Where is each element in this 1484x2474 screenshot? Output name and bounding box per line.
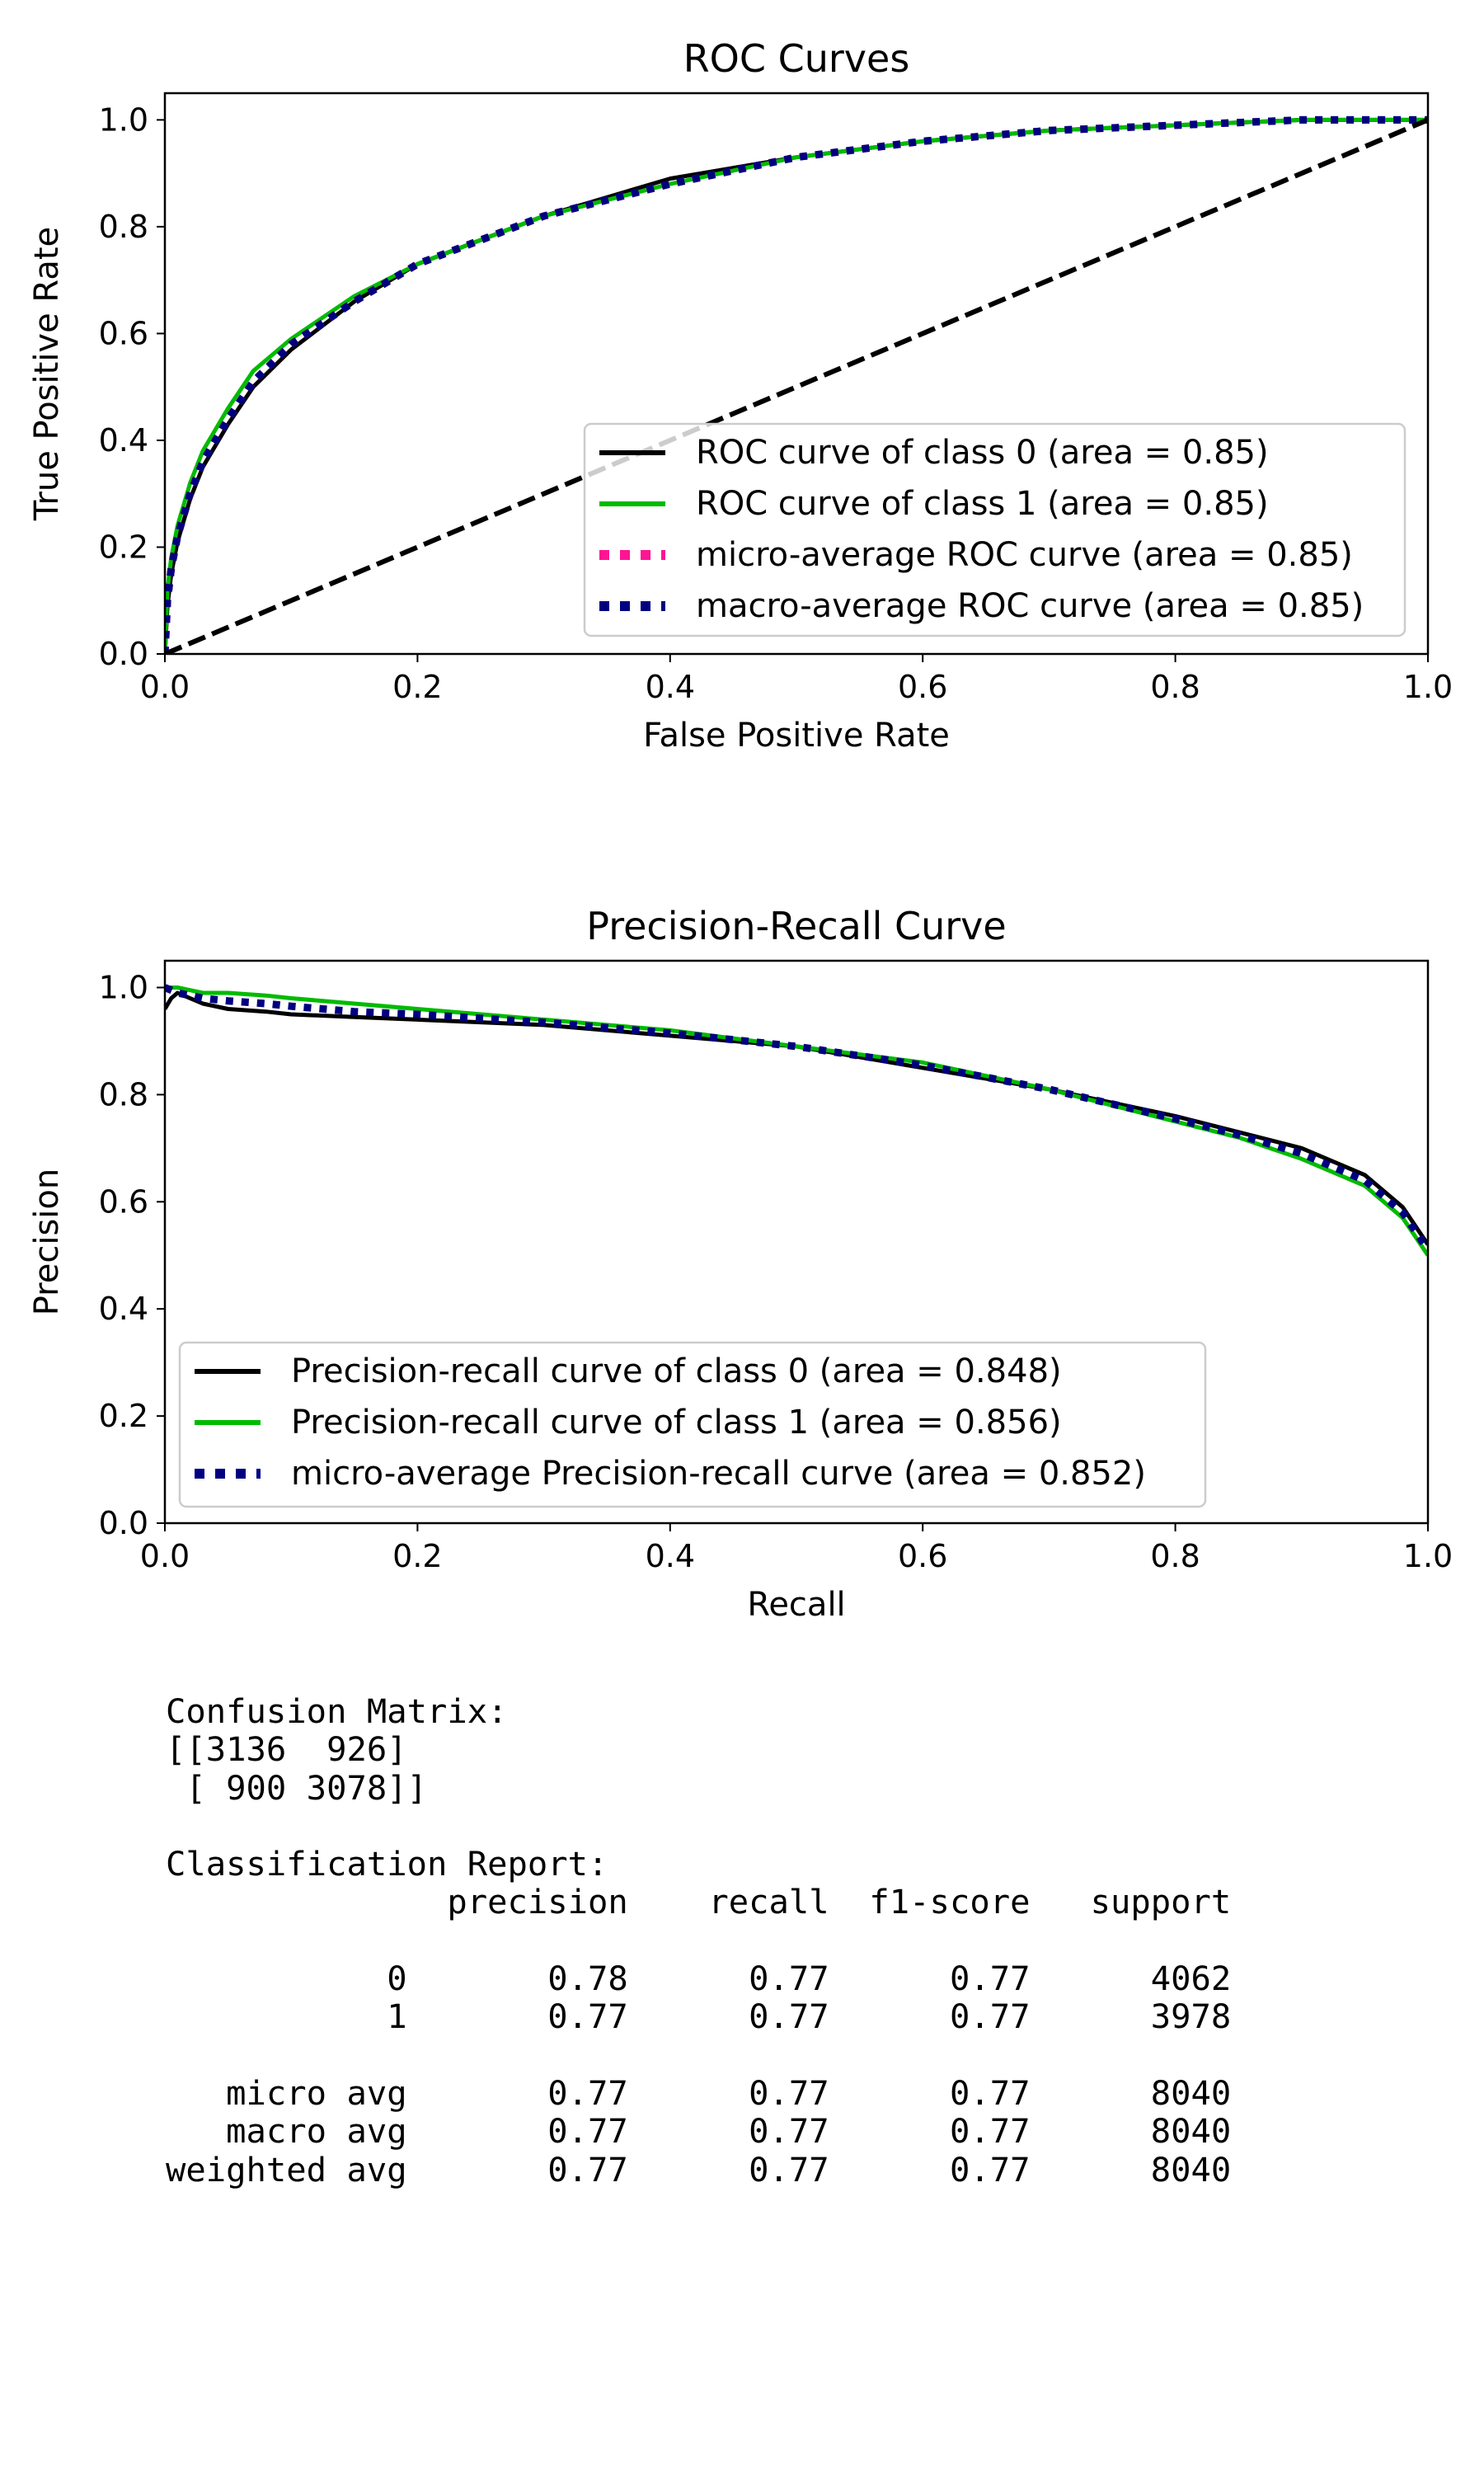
roc-legend-label-3: macro-average ROC curve (area = 0.85) <box>696 587 1364 625</box>
roc-x-tick-label: 0.0 <box>140 669 190 705</box>
pr-legend-box <box>178 1341 1207 1508</box>
pr-lines <box>165 984 1428 1257</box>
pr-x-tick-label: 0.0 <box>140 1538 190 1574</box>
roc-title: ROC Curves <box>683 36 910 81</box>
pr-series-line-1 <box>165 985 1428 1257</box>
roc-legend-label-1: ROC curve of class 1 (area = 0.85) <box>696 485 1269 523</box>
roc-y-axis-label: True Positive Rate <box>28 227 66 521</box>
pr-series-line-2 <box>165 984 1428 1253</box>
roc-y-tick-label: 0.4 <box>99 422 148 459</box>
pr-y-axis-label: Precision <box>28 1169 66 1315</box>
roc-y-tick-label: 0.0 <box>99 636 148 672</box>
roc-series-line-3 <box>165 115 1428 654</box>
classification-report: Confusion Matrix: [[3136 926] [ 900 3078… <box>166 1691 1232 2189</box>
roc-legend-label-0: ROC curve of class 0 (area = 0.85) <box>696 434 1269 472</box>
pr-y-tick-label: 1.0 <box>99 969 148 1005</box>
roc-y-tick-label: 0.2 <box>99 529 148 565</box>
pr-x-tick-label: 0.2 <box>392 1538 442 1574</box>
pr-x-tick-label: 1.0 <box>1403 1538 1453 1574</box>
roc-lines <box>165 115 1428 654</box>
roc-legend-box <box>583 422 1407 637</box>
pr-y-tick-label: 0.8 <box>99 1076 148 1112</box>
pr-x-axis-label: Recall <box>747 1586 845 1624</box>
pr-y-tick-label: 0.4 <box>99 1291 148 1327</box>
roc-legend: ROC curve of class 0 (area = 0.85) ROC cu… <box>583 422 1407 637</box>
roc-x-tick-label: 0.8 <box>1150 669 1200 705</box>
pr-x-tick-label: 0.4 <box>646 1538 695 1574</box>
pr-y-tick-label: 0.2 <box>99 1398 148 1434</box>
pr-x-tick-label: 0.8 <box>1150 1538 1200 1574</box>
roc-x-tick-label: 0.2 <box>392 669 442 705</box>
roc-axes-frame <box>163 92 1430 656</box>
roc-legend-label-2: micro-average ROC curve (area = 0.85) <box>696 536 1353 574</box>
roc-x-tick-label: 0.4 <box>646 669 695 705</box>
pr-x-tick-label: 0.6 <box>898 1538 947 1574</box>
pr-y-tick-label: 0.0 <box>99 1505 148 1541</box>
pr-title: Precision-Recall Curve <box>586 904 1006 948</box>
roc-chart: ROC Curves 0.0 0.2 0.4 0.6 0.8 1.0 0.0 0.2 0.4 0.6… <box>28 36 1453 755</box>
pr-series-line-0 <box>165 990 1428 1246</box>
pr-y-tick-label: 0.6 <box>99 1183 148 1220</box>
pr-legend-label-2: micro-average Precision-recall curve (ar… <box>291 1455 1146 1493</box>
pr-axes-frame <box>163 959 1430 1525</box>
pr-legend-label-1: Precision-recall curve of class 1 (area … <box>291 1404 1062 1442</box>
pr-legend-label-0: Precision-recall curve of class 0 (area … <box>291 1352 1062 1390</box>
roc-x-tick-label: 0.6 <box>898 669 947 705</box>
roc-y-tick-label: 0.8 <box>99 209 148 245</box>
roc-x-tick-label: 1.0 <box>1403 669 1453 705</box>
roc-y-tick-label: 1.0 <box>99 101 148 138</box>
precision-recall-chart: Precision-Recall Curve 0.0 0.2 0.4 0.6 0.8 1.0… <box>28 904 1453 1624</box>
roc-y-tick-label: 0.6 <box>99 315 148 351</box>
pr-legend: Precision-recall curve of class 0 (area … <box>178 1341 1207 1508</box>
roc-x-axis-label: False Positive Rate <box>643 717 950 755</box>
